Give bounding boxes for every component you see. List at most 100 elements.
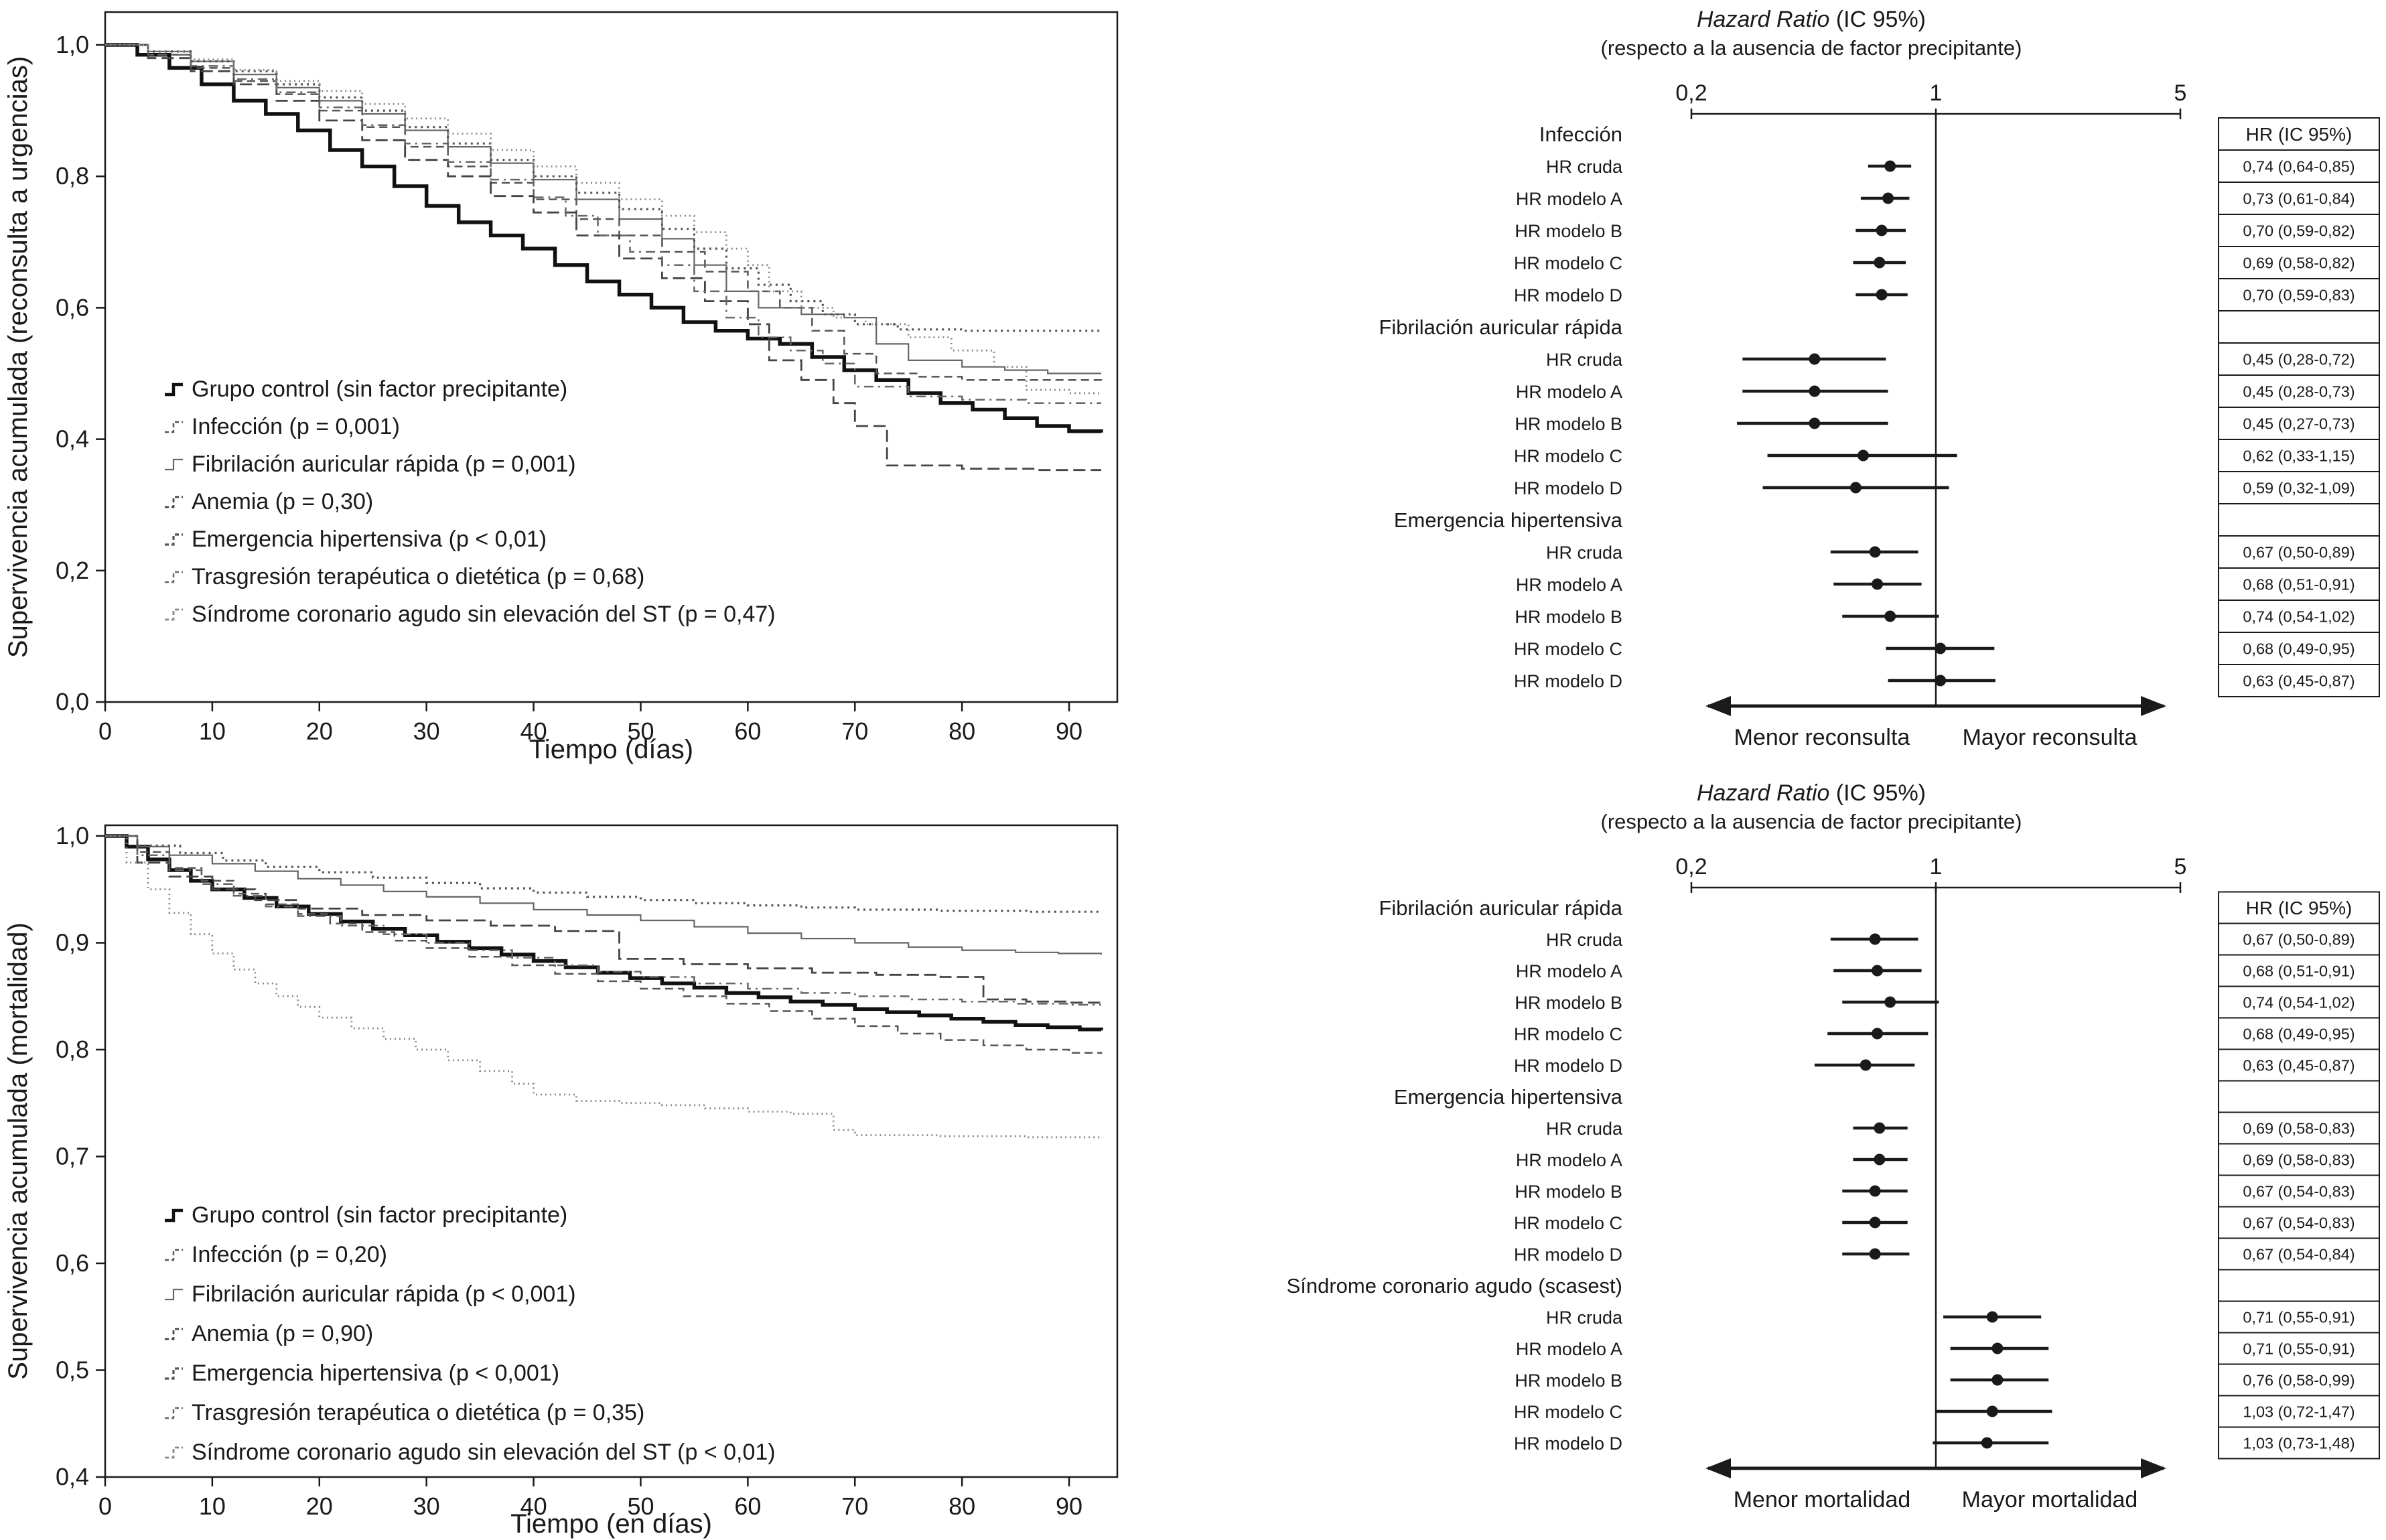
km-curve-3 [105, 835, 1101, 1004]
hr-table-cell [2218, 149, 2380, 183]
forest-row-label: HR modelo A [1516, 961, 1622, 981]
legend-marker [165, 496, 183, 508]
km-curve-3 [105, 44, 1101, 472]
km-bottom-svg: 0,4 0,5 0,6 0,7 0,8 0,9 1,0 0 10 20 30 40 50 60 70 80 90… [3, 822, 1119, 1539]
forest-row-label: HR cruda [1546, 543, 1623, 563]
hr-point [1876, 224, 1888, 236]
hr-table-value: 1,03 (0,73-1,48) [2243, 1435, 2355, 1452]
hr-table-value: 0,45 (0,27-0,73) [2243, 415, 2355, 433]
hr-table-value: 0,67 (0,54-0,83) [2243, 1214, 2355, 1232]
hr-axis-tick-label: 5 [2174, 80, 2187, 106]
hr-table-cell [2218, 471, 2380, 504]
hr-table-value: 0,67 (0,54-0,83) [2243, 1183, 2355, 1200]
hr-table-value: 0,63 (0,45-0,87) [2243, 673, 2355, 690]
km-plot-reconsulta: 0,0 0,2 0,4 0,6 0,8 1,0 0 10 20 30 40 50 60 70 80 90 Tie… [0, 0, 1179, 774]
forest-bottom-svg: Hazard Ratio (IC 95%) (respecto a la ause… [1287, 780, 2380, 1513]
forest-row-label: HR modelo A [1516, 382, 1622, 402]
km-curve-5 [105, 835, 1101, 1006]
hr-point [1809, 417, 1821, 429]
hr-table-cell [2218, 1111, 2380, 1145]
hr-table-header-cell [2218, 891, 2380, 924]
hr-table-cell [2218, 407, 2380, 440]
arrow-right-label: Mayor mortalidad [1962, 1487, 2138, 1513]
hr-table-value: 0,69 (0,58-0,83) [2243, 1120, 2355, 1137]
legend-entry-label: Fibrilación auricular rápida (p = 0,001) [192, 451, 576, 477]
legend-entry-label: Grupo control (sin factor precipitante) [192, 1202, 567, 1228]
hr-point [1872, 965, 1884, 977]
legend-marker [165, 382, 183, 397]
legend-entry-label: Emergencia hipertensiva (p < 0,01) [192, 527, 547, 552]
y-tick-label: 0,6 [56, 1249, 89, 1277]
hr-table-cell [2218, 1017, 2380, 1050]
forest-plot-reconsulta: Hazard Ratio (IC 95%) (respecto a la ause… [1139, 0, 2386, 770]
forest-group-label: Infección [1539, 123, 1622, 146]
legend-marker [165, 571, 183, 583]
forest-row-label: HR modelo C [1514, 1024, 1622, 1044]
forest-row-label: HR modelo B [1515, 607, 1622, 627]
hr-table-cell [2218, 278, 2380, 311]
hr-table-value: 0,68 (0,49-0,95) [2243, 1026, 2355, 1043]
x-axis-label: Tiempo (días) [529, 735, 693, 764]
hr-point [1857, 449, 1870, 462]
hr-table-value: 0,68 (0,51-0,91) [2243, 963, 2355, 980]
hr-table-value: 0,59 (0,32-1,09) [2243, 480, 2355, 497]
hr-table-cell [2218, 439, 2380, 472]
km-plot-mortalidad: 0,4 0,5 0,6 0,7 0,8 0,9 1,0 0 10 20 30 40 50 60 70 80 90… [0, 777, 1179, 1540]
legend-entry-label: Síndrome coronario agudo sin elevación d… [192, 1440, 776, 1465]
forest-row-label: HR cruda [1546, 157, 1623, 177]
forest-row-label: HR modelo B [1515, 221, 1622, 241]
hr-point [1874, 1153, 1886, 1166]
arrow-right-head-icon [2141, 1458, 2166, 1478]
km-top-svg: 0,0 0,2 0,4 0,6 0,8 1,0 0 10 20 30 40 50 60 70 80 90 Tie… [3, 11, 1119, 764]
km-curve-1 [105, 835, 1103, 1054]
hr-table-cell [2218, 1237, 2380, 1271]
hr-point [1884, 160, 1896, 172]
legend-entry-label: Infección (p = 0,20) [192, 1242, 387, 1267]
hr-table-value: 0,67 (0,50-0,89) [2243, 931, 2355, 949]
legend-marker [165, 1367, 183, 1380]
forest-row-label: HR modelo D [1514, 1245, 1622, 1265]
hr-table-value: 0,74 (0,54-1,02) [2243, 994, 2355, 1011]
hr-axis-tick-label: 1 [1930, 80, 1943, 106]
forest-subtitle: (respecto a la ausencia de factor precip… [1601, 36, 2022, 60]
hr-table-cell [2218, 1269, 2380, 1302]
y-tick-label: 0,9 [56, 928, 89, 956]
hr-axis-tick-label: 1 [1930, 854, 1943, 880]
y-tick-label: 0,5 [56, 1356, 89, 1383]
hr-point [1874, 257, 1886, 269]
legend-entry-label: Emergencia hipertensiva (p < 0,001) [192, 1360, 559, 1386]
x-tick-label: 30 [413, 717, 440, 745]
forest-row-label: HR modelo B [1515, 993, 1622, 1013]
legend-marker [165, 458, 183, 471]
forest-row-label: HR modelo D [1514, 285, 1622, 305]
km-curve-6 [105, 835, 1101, 1139]
legend-marker [165, 421, 183, 433]
hr-table-header: HR (IC 95%) [2246, 898, 2353, 918]
km-curve-4 [105, 44, 1101, 332]
forest-row-label: HR modelo A [1516, 1150, 1622, 1170]
hr-table-cell [2218, 1080, 2380, 1113]
forest-row-label: HR modelo D [1514, 1433, 1622, 1454]
hr-table-cell [2218, 1426, 2380, 1460]
legend-marker [165, 1288, 183, 1301]
legend-marker [165, 1407, 183, 1419]
hr-table-value: 0,70 (0,59-0,82) [2243, 222, 2355, 240]
hr-point [1809, 385, 1821, 397]
hr-point [1884, 996, 1896, 1008]
x-tick-label: 0 [98, 717, 112, 745]
forest-row-label: HR modelo B [1515, 414, 1622, 434]
forest-group-label: Emergencia hipertensiva [1394, 508, 1623, 532]
hr-table-cell [2218, 214, 2380, 247]
hr-table-cell [2218, 342, 2380, 376]
forest-row-label: HR cruda [1546, 1308, 1623, 1328]
hr-point [1882, 192, 1894, 204]
hr-point [1859, 1059, 1872, 1071]
x-tick-label: 40 [520, 717, 547, 745]
x-tick-label: 70 [841, 1492, 868, 1520]
x-tick-label: 80 [949, 1492, 975, 1520]
hr-table-cell [2218, 246, 2380, 279]
y-tick-label: 0,2 [56, 557, 89, 584]
hr-table-value: 0,68 (0,51-0,91) [2243, 576, 2355, 593]
x-tick-label: 30 [413, 1492, 440, 1520]
